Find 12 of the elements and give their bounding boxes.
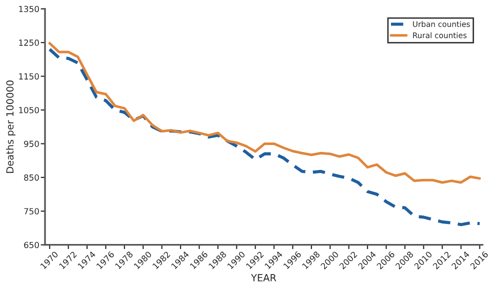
x-axis-title: YEAR [250,274,276,282]
y-tick-label: 650 [24,242,39,248]
y-tick-label: 850 [24,174,39,181]
y-tick-label: 1150 [19,73,39,80]
y-tick-label: 1250 [19,40,39,46]
y-tick-label: 750 [24,208,39,214]
y-axis-title: Deaths per 100000 [6,80,16,173]
y-tick-label: 950 [24,140,39,147]
y-tick-label: 1050 [19,106,39,114]
line-series [48,42,481,184]
line-series [48,48,482,226]
y-tick-label: 1350 [19,6,39,12]
